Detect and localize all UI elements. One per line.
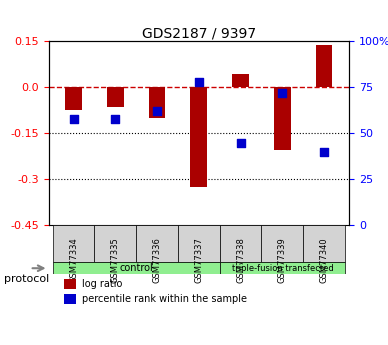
Text: GSM77338: GSM77338	[236, 238, 245, 284]
Point	[112, 116, 118, 121]
Bar	[274, 87, 291, 150]
Bar	[64, 279, 76, 289]
Point	[71, 116, 77, 121]
Bar	[316, 45, 333, 87]
Bar	[65, 87, 82, 110]
Text: GSM77339: GSM77339	[278, 238, 287, 283]
Bar	[232, 73, 249, 87]
Text: GSM77337: GSM77337	[194, 238, 203, 284]
Text: GSM77334: GSM77334	[69, 238, 78, 283]
Text: GSM77336: GSM77336	[152, 238, 161, 284]
Bar	[149, 87, 165, 118]
FancyBboxPatch shape	[178, 225, 220, 262]
Point	[321, 149, 327, 155]
Text: GSM77335: GSM77335	[111, 238, 120, 283]
Bar	[191, 87, 207, 187]
Point	[154, 109, 160, 114]
FancyBboxPatch shape	[94, 225, 136, 262]
Text: GSM77340: GSM77340	[320, 238, 329, 283]
FancyBboxPatch shape	[303, 225, 345, 262]
Text: log ratio: log ratio	[81, 279, 122, 289]
Point	[237, 140, 244, 145]
Text: percentile rank within the sample: percentile rank within the sample	[81, 294, 247, 304]
FancyBboxPatch shape	[53, 225, 94, 262]
Text: triple-fusion transfected: triple-fusion transfected	[232, 264, 333, 273]
FancyBboxPatch shape	[220, 262, 345, 274]
Title: GDS2187 / 9397: GDS2187 / 9397	[142, 26, 256, 40]
Text: control: control	[120, 263, 153, 273]
Text: protocol: protocol	[4, 275, 49, 284]
Bar	[107, 87, 124, 107]
FancyBboxPatch shape	[262, 225, 303, 262]
FancyBboxPatch shape	[220, 225, 262, 262]
FancyBboxPatch shape	[136, 225, 178, 262]
Point	[196, 79, 202, 85]
Bar	[64, 294, 76, 304]
Point	[279, 90, 286, 96]
FancyBboxPatch shape	[53, 262, 220, 274]
